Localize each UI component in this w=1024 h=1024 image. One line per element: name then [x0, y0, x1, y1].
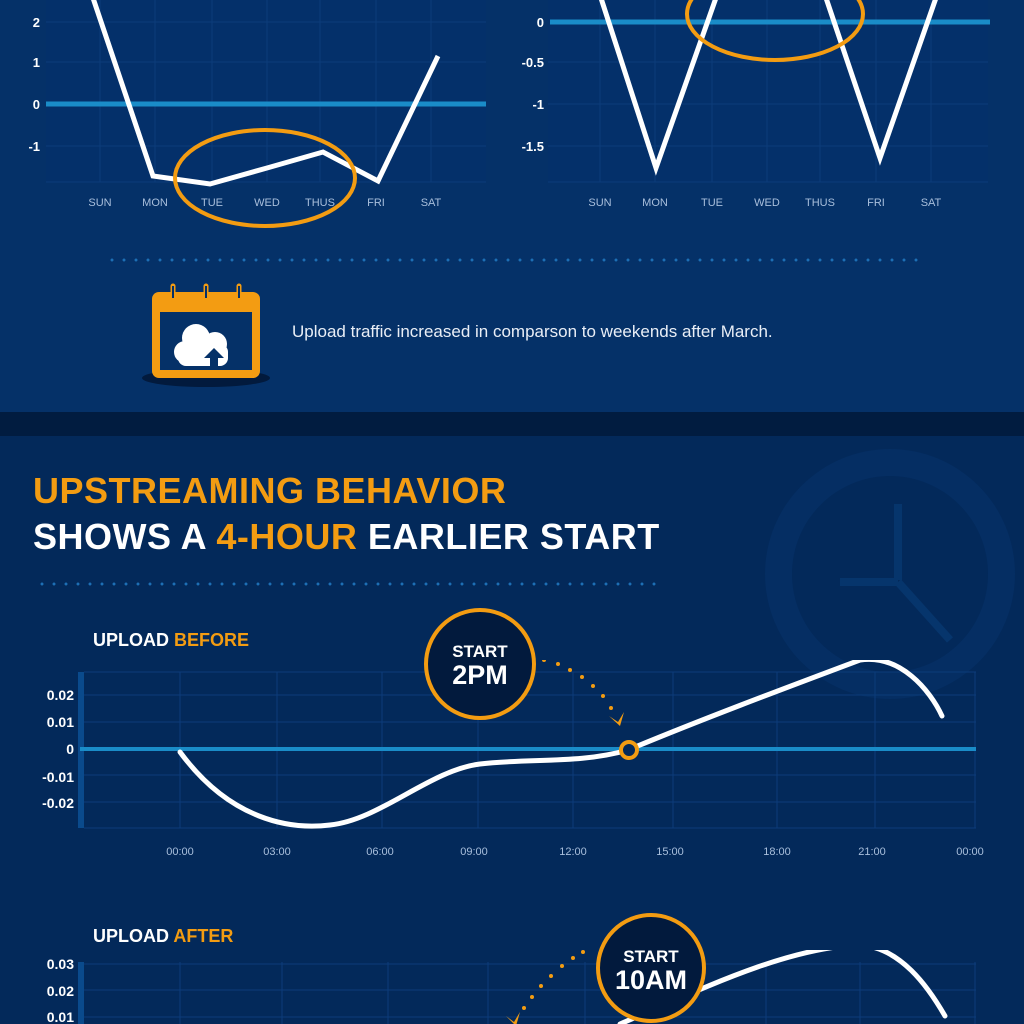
y-tick: 1	[33, 55, 40, 70]
dotted-divider	[106, 258, 918, 262]
x-tick: 09:00	[460, 846, 488, 858]
upload-before-chart: 0.02 0.01 0 -0.01 -0.02 00:00 03:00 06:00 0…	[42, 660, 984, 858]
clock-watermark-icon	[765, 449, 1015, 699]
upstreaming-section	[0, 436, 1024, 1024]
svg-text:-0.01: -0.01	[42, 769, 74, 785]
x-tick: 15:00	[656, 846, 684, 858]
headline-line2: SHOWS A 4-HOUR EARLIER START	[33, 516, 660, 557]
chart-title-before: UPLOAD BEFORE	[93, 630, 250, 650]
x-tick: WED	[754, 197, 780, 209]
x-tick: TUE	[201, 197, 223, 209]
x-tick: 12:00	[559, 846, 587, 858]
headline-line1: UPSTREAMING BEHAVIOR	[33, 470, 507, 511]
svg-text:0.02: 0.02	[47, 983, 74, 999]
x-tick: SAT	[421, 197, 442, 209]
calendar-cloud-upload-icon	[142, 283, 270, 387]
start-badge-before: START 2PM	[424, 608, 536, 720]
section-divider	[0, 412, 1024, 436]
x-tick: 00:00	[166, 846, 194, 858]
x-tick: SUN	[588, 197, 611, 209]
svg-text:0.01: 0.01	[47, 714, 74, 730]
x-tick: THUS	[305, 197, 335, 209]
start-badge-after: START 10AM	[596, 913, 706, 1023]
weekly-section: 2 1 0 -1 SUN MON TUE WED THUS FRI SAT	[0, 0, 1024, 412]
x-tick: MON	[142, 197, 168, 209]
y-tick: 2	[33, 15, 40, 30]
svg-text:0.03: 0.03	[47, 956, 74, 972]
y-tick: 0	[33, 97, 40, 112]
weekly-chart-left: 2 1 0 -1 SUN MON TUE WED THUS FRI SAT	[28, 0, 486, 228]
x-tick: MON	[642, 197, 668, 209]
x-tick: 18:00	[763, 846, 791, 858]
y-tick: -1	[28, 139, 40, 154]
x-tick: 03:00	[263, 846, 291, 858]
x-tick: SAT	[921, 197, 942, 209]
upload-after-chart: 0.03 0.02 0.01	[47, 950, 976, 1024]
x-tick: FRI	[867, 197, 885, 209]
x-tick: 21:00	[858, 846, 886, 858]
x-tick: WED	[254, 197, 280, 209]
dotted-divider	[36, 582, 662, 586]
svg-text:0.01: 0.01	[47, 1009, 74, 1024]
x-tick: TUE	[701, 197, 723, 209]
chart-title-after: UPLOAD AFTER	[93, 926, 234, 946]
callout-text: Upload traffic increased in comparson to…	[292, 322, 773, 341]
svg-text:0.02: 0.02	[47, 687, 74, 703]
x-tick: FRI	[367, 197, 385, 209]
y-tick: -1.5	[522, 139, 544, 154]
y-tick: -0.5	[522, 55, 544, 70]
y-tick: -1	[532, 97, 544, 112]
svg-text:-0.02: -0.02	[42, 795, 74, 811]
x-tick: 00:00	[956, 846, 984, 858]
weekly-chart-right: 0 -0.5 -1 -1.5 SUN MON TUE WED THUS FRI …	[522, 0, 990, 209]
svg-text:0: 0	[66, 741, 74, 757]
y-tick: 0	[537, 15, 544, 30]
x-tick: SUN	[88, 197, 111, 209]
x-tick: THUS	[805, 197, 835, 209]
x-tick: 06:00	[366, 846, 394, 858]
